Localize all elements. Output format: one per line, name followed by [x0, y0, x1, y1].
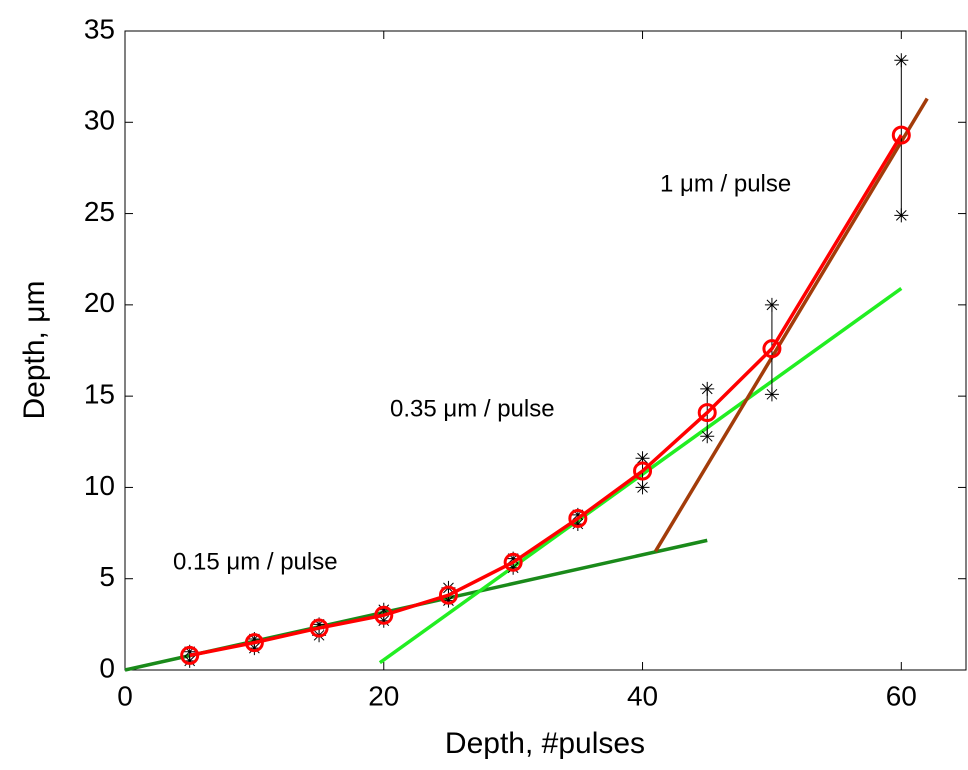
- error-marker: [894, 53, 909, 68]
- data-point: [503, 552, 523, 572]
- plot-frame: [124, 30, 967, 671]
- error-marker: [764, 297, 779, 312]
- error-marker: [441, 593, 456, 608]
- annotation: 0.35 μm / pulse: [390, 395, 555, 422]
- error-marker: [376, 602, 391, 617]
- error-marker: [247, 641, 262, 656]
- x-tick-label: 20: [368, 680, 399, 711]
- error-marker: [247, 631, 262, 646]
- data-point: [374, 605, 394, 625]
- data-point: [697, 403, 717, 423]
- data-point: [633, 461, 653, 481]
- error-marker: [376, 613, 391, 628]
- data-point: [438, 585, 458, 605]
- annotation: 0.15 μm / pulse: [173, 548, 338, 575]
- y-tick-label: 15: [84, 379, 115, 410]
- error-marker: [894, 208, 909, 223]
- error-marker: [700, 429, 715, 444]
- error-marker: [182, 644, 197, 659]
- y-tick-label: 30: [84, 105, 115, 136]
- y-tick-label: 35: [84, 13, 115, 44]
- error-marker: [764, 387, 779, 402]
- data-point: [762, 339, 782, 359]
- y-tick-label: 20: [84, 287, 115, 318]
- error-marker: [700, 381, 715, 396]
- error-marker: [182, 653, 197, 668]
- error-marker: [312, 617, 327, 632]
- y-tick-label: 0: [99, 652, 115, 683]
- annotation: 1 μm / pulse: [660, 170, 791, 197]
- series-line: [378, 287, 903, 665]
- error-marker: [570, 516, 585, 531]
- data-point: [309, 618, 329, 638]
- x-tick-label: 60: [886, 680, 917, 711]
- error-marker: [635, 480, 650, 495]
- x-axis-label: Depth, #pulses: [445, 727, 645, 760]
- data-point: [180, 645, 200, 665]
- y-tick-label: 25: [84, 196, 115, 227]
- y-tick-label: 5: [99, 561, 115, 592]
- data-point: [568, 508, 588, 528]
- series-line: [653, 97, 929, 553]
- series-line: [189, 134, 903, 658]
- x-tick-label: 40: [627, 680, 658, 711]
- error-marker: [570, 507, 585, 522]
- y-axis-label: Depth, μm: [18, 281, 51, 420]
- error-marker: [506, 560, 521, 575]
- y-tick-label: 10: [84, 470, 115, 501]
- error-marker: [635, 451, 650, 466]
- data-point: [244, 633, 264, 653]
- error-marker: [506, 551, 521, 566]
- data-point: [891, 125, 911, 145]
- x-tick-label: 0: [117, 680, 133, 711]
